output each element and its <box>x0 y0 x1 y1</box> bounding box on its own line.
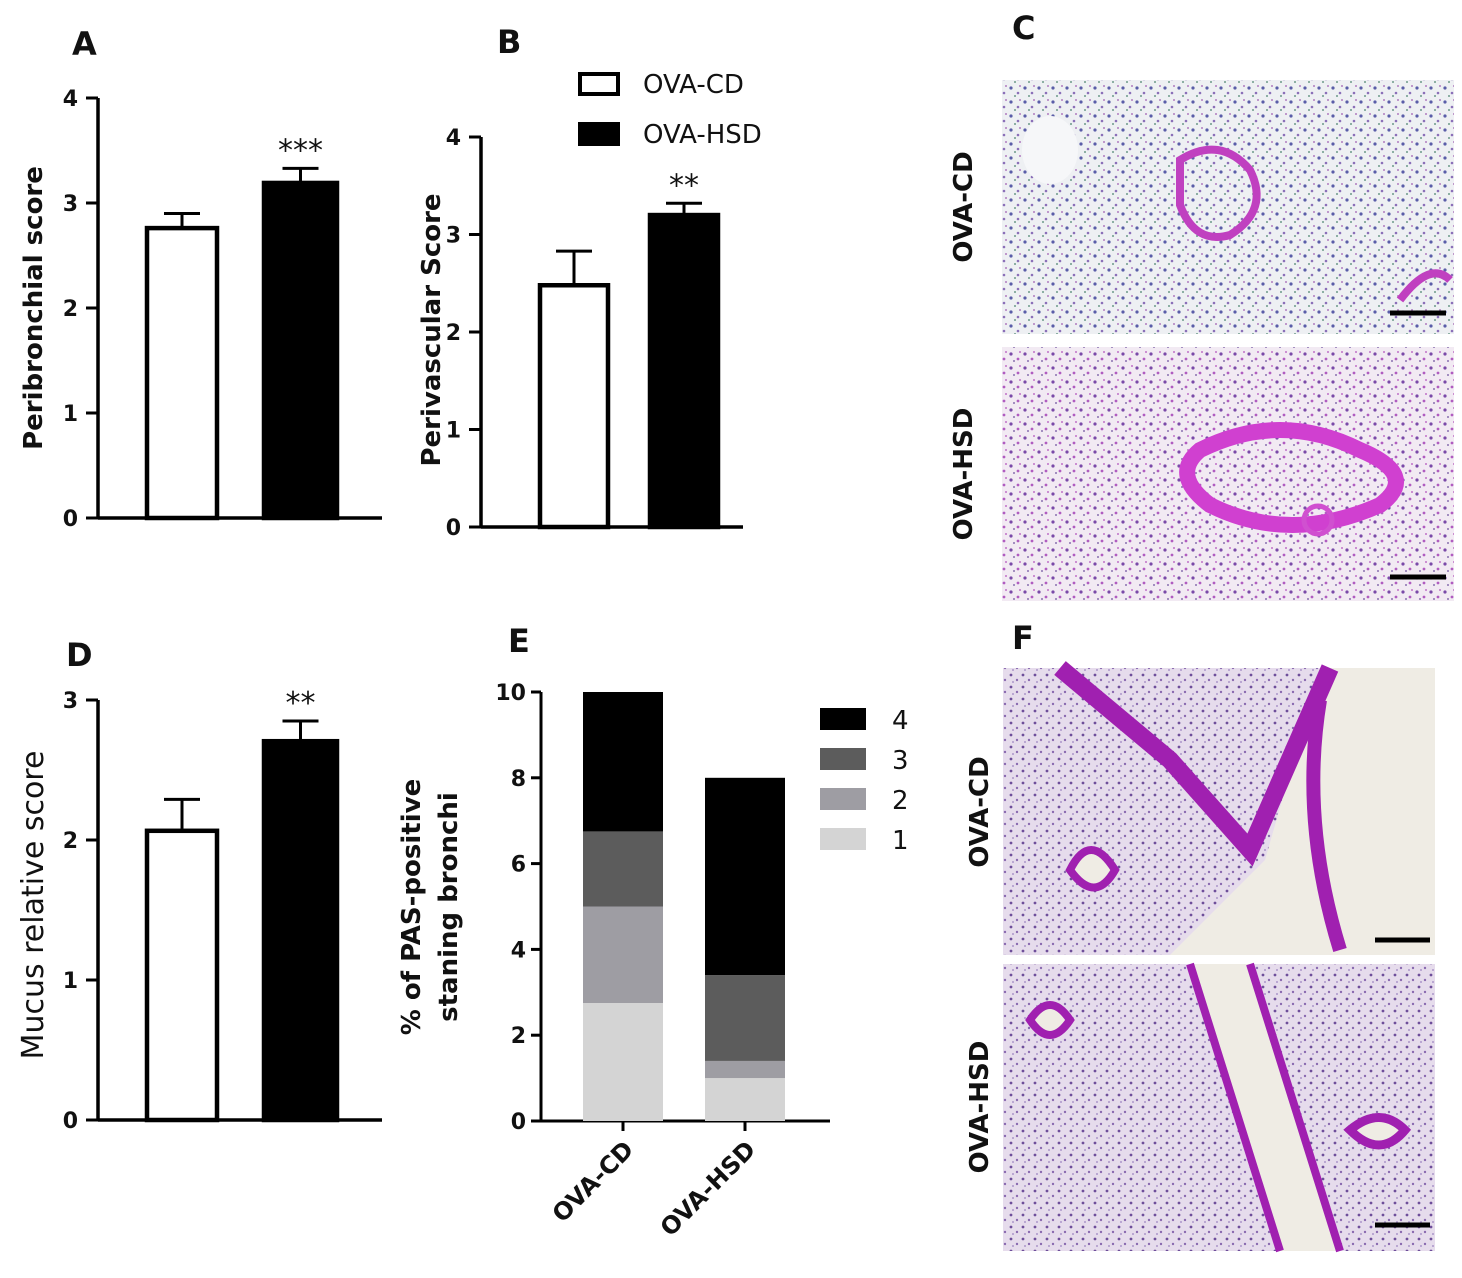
y-tick-label-e: 0 <box>511 1110 526 1135</box>
y-tick-label-b: 0 <box>446 516 461 541</box>
legend-top: OVA-CD OVA-HSD <box>578 70 762 150</box>
y-axis-label-e-line2: staning bronchi <box>434 792 464 1022</box>
micrograph-c-top <box>1002 80 1454 334</box>
y-axis-label-a: Peribronchial score <box>19 166 49 450</box>
y-axis-label-b: Perivascular Score <box>417 193 447 466</box>
chart-d: 0 1 2 3 Mucus relative score ** <box>16 686 382 1134</box>
stack-segment-ova-cd-2 <box>583 906 663 1004</box>
micrograph-f-top-label: OVA-CD <box>965 756 995 867</box>
legend-swatch-e-2 <box>820 788 866 810</box>
legend-swatch-e-4 <box>820 708 866 730</box>
small-airway-f-bottom <box>1025 1001 1075 1039</box>
panel-letter-d: D <box>66 636 93 674</box>
bar-b-ova-cd <box>537 283 611 530</box>
y-tick-label-e: 8 <box>511 767 526 792</box>
y-tick-label-a: 2 <box>63 297 78 322</box>
chart-a: 0 1 2 3 4 Peribronchial score *** <box>19 87 382 532</box>
stack-segment-ova-cd-4 <box>583 692 663 832</box>
micrograph-c-bottom-label: OVA-HSD <box>949 408 979 541</box>
stack-segment-ova-cd-3 <box>583 831 663 907</box>
y-tick-label-d: 3 <box>63 689 78 714</box>
panel-letter-b: B <box>497 23 521 61</box>
y-tick-label-b: 1 <box>446 419 461 444</box>
y-tick-label-e: 6 <box>511 853 526 878</box>
legend-swatch-e-1 <box>820 828 866 850</box>
micrograph-c: OVA-CD OVA-HSD <box>949 80 1454 601</box>
legend-swatch-ova-hsd <box>578 122 620 146</box>
stack-segment-ova-cd-1 <box>583 1003 663 1121</box>
micrograph-f: OVA-CD OVA-HSD <box>965 661 1435 1253</box>
airway-c-top <box>1176 145 1261 241</box>
micrograph-c-bottom <box>1002 347 1454 601</box>
alveolus-c-top <box>1022 116 1078 184</box>
bar-d-ova-cd <box>144 828 220 1123</box>
bar-a-ova-cd <box>144 225 220 521</box>
epithelium-f-top <box>1054 661 1339 867</box>
y-tick-label-b: 3 <box>446 224 461 249</box>
chart-b: 0 1 2 3 4 Perivascular Score ** <box>417 126 743 541</box>
chart-e: 0 2 4 6 8 10 % of PAS-positive staning bronchi O… <box>397 681 909 1242</box>
legend-label-ova-cd: OVA-CD <box>643 70 744 100</box>
micrograph-f-bottom-label: OVA-HSD <box>965 1041 995 1174</box>
legend-label-e-3: 3 <box>892 746 909 776</box>
bar-b-ova-hsd <box>647 212 721 530</box>
legend-label-e-4: 4 <box>892 706 909 736</box>
y-tick-label-d: 1 <box>63 969 78 994</box>
lumen-f-bottom <box>1190 964 1340 1251</box>
significance-a: *** <box>278 133 323 168</box>
x-category-label-e: OVA-HSD <box>655 1135 761 1241</box>
panel-letter-c: C <box>1012 9 1035 47</box>
y-tick-label-a: 0 <box>63 507 78 532</box>
y-tick-label-d: 2 <box>63 829 78 854</box>
stack-segment-ova-hsd-1 <box>705 1078 785 1121</box>
y-tick-label-e: 2 <box>511 1024 526 1049</box>
panel-letter-e: E <box>508 622 530 660</box>
significance-d: ** <box>286 686 316 721</box>
panel-letter-a: A <box>72 25 97 63</box>
y-tick-label-b: 4 <box>446 126 461 151</box>
significance-b: ** <box>669 168 699 203</box>
panel-letter-f: F <box>1012 619 1034 657</box>
y-tick-label-a: 4 <box>63 87 78 112</box>
bar-d-ova-hsd <box>261 738 340 1123</box>
stack-segment-ova-hsd-2 <box>705 1060 785 1079</box>
y-tick-label-d: 0 <box>63 1109 78 1134</box>
stack-segment-ova-hsd-4 <box>705 777 785 976</box>
legend-label-ova-hsd: OVA-HSD <box>643 120 762 150</box>
y-axis-label-d: Mucus relative score <box>16 751 51 1060</box>
airway-c-top-2 <box>1396 269 1453 303</box>
legend-label-e-1: 1 <box>892 826 909 856</box>
stack-segment-ova-hsd-3 <box>705 975 785 1061</box>
bar-a-ova-hsd <box>261 180 340 521</box>
epithelium-f-bottom <box>1186 962 1344 1253</box>
legend-swatch-ova-cd <box>578 72 620 96</box>
small-airway-f-top <box>1065 846 1120 892</box>
y-axis-label-e-line1: % of PAS-positive <box>397 779 427 1035</box>
y-tick-label-a: 3 <box>63 192 78 217</box>
y-tick-label-b: 2 <box>446 321 461 346</box>
y-tick-label-a: 1 <box>63 402 78 427</box>
y-tick-label-e: 10 <box>495 681 526 706</box>
epithelium-f-top-2 <box>1306 698 1347 953</box>
x-category-label-e: OVA-CD <box>547 1135 639 1227</box>
legend-swatch-e-3 <box>820 748 866 770</box>
micrograph-c-top-label: OVA-CD <box>949 151 979 262</box>
airway-c-bottom <box>1179 422 1404 533</box>
small-airway-f-bottom-2 <box>1343 1113 1412 1150</box>
vessel-c-bottom <box>1301 503 1335 537</box>
lumen-f-top <box>1170 668 1435 955</box>
y-tick-label-e: 4 <box>511 938 526 963</box>
legend-label-e-2: 2 <box>892 786 909 816</box>
